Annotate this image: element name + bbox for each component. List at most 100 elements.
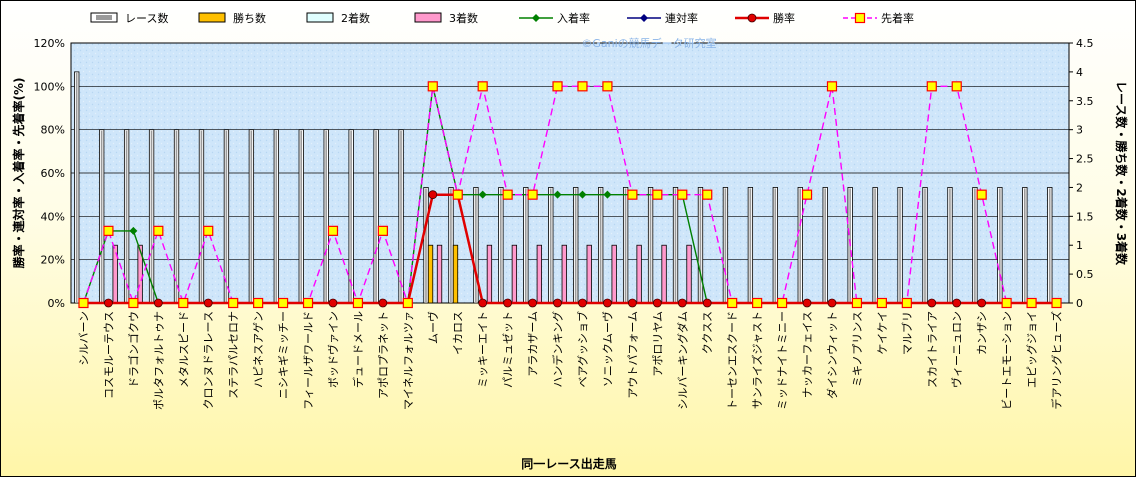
y-axis-left-title: 勝率・連対率・入着率・先着率(%) — [11, 78, 26, 269]
point-先着率 — [502, 189, 513, 200]
point-先着率 — [452, 189, 463, 200]
legend-label: レース数 — [125, 12, 168, 25]
bar-shade — [475, 188, 477, 303]
point-先着率 — [776, 297, 788, 309]
category-label: マルブリ — [900, 311, 914, 355]
bar-shade — [1023, 188, 1026, 303]
point-先着率 — [427, 81, 438, 92]
point-先着率 — [203, 225, 214, 236]
legend-swatch — [414, 12, 442, 23]
bar-shade — [774, 188, 777, 303]
category-label: ニシキギミッチー — [277, 311, 290, 399]
bar-shade — [974, 188, 976, 303]
y-left-tick-label: 0% — [48, 297, 65, 310]
point-先着率 — [78, 297, 89, 309]
y-right-tick-label: 4.5 — [1076, 37, 1094, 50]
bar-shade — [824, 188, 826, 303]
point-先着率 — [277, 297, 289, 309]
bar-3着数 — [686, 244, 692, 304]
category-label: アウトパフォーム — [626, 311, 639, 399]
point-勝率 — [802, 298, 812, 308]
bar-shade — [375, 130, 377, 303]
point-先着率 — [128, 297, 139, 309]
point-入着率 — [478, 190, 487, 199]
bar-3着数 — [536, 244, 542, 304]
category-label: ダイシンウィット — [825, 311, 839, 399]
y-right-tick-label: 1 — [1076, 239, 1083, 252]
legend-item: 2着数 — [306, 11, 370, 25]
point-先着率 — [702, 189, 713, 200]
bar-3着数 — [636, 244, 642, 304]
bar-shade — [674, 188, 677, 303]
point-先着率 — [352, 297, 364, 309]
legend-item: 3着数 — [414, 11, 478, 25]
point-先着率 — [851, 297, 863, 309]
bar-shade — [999, 188, 1001, 303]
point-入着率 — [532, 14, 540, 22]
legend-item: 連対率 — [627, 11, 698, 25]
category-label: デュードメール — [351, 311, 365, 388]
bar-shade — [400, 130, 402, 303]
category-label: ソニックムーヴ — [600, 311, 614, 387]
y-right-tick-label: 4 — [1076, 66, 1083, 79]
point-勝率 — [603, 298, 612, 308]
category-label: パルミュゼット — [502, 311, 515, 388]
category-label: カンザシ — [976, 311, 989, 355]
point-連対率 — [640, 14, 648, 22]
point-先着率 — [477, 81, 488, 92]
point-勝率 — [378, 298, 388, 308]
category-label: スカイトライア — [926, 311, 939, 388]
point-先着率 — [377, 225, 388, 236]
point-先着率 — [976, 189, 987, 200]
category-label: ムーヴ — [426, 311, 440, 344]
legend-label: 2着数 — [341, 11, 370, 25]
category-label: ステラパルセロナ — [227, 311, 240, 399]
point-勝率 — [104, 298, 113, 308]
point-先着率 — [1026, 297, 1037, 309]
category-label: アポロリヤム — [651, 311, 664, 377]
line-markers — [78, 81, 1062, 309]
bar-shade — [325, 130, 327, 303]
y-right-tick-label: 3.5 — [1076, 95, 1094, 108]
category-label: ハピネスアゲン — [252, 311, 265, 388]
bar-3着数 — [436, 244, 443, 304]
category-label: ククスス — [701, 311, 714, 354]
point-先着率 — [627, 189, 638, 200]
bar-shade — [450, 188, 452, 303]
point-先着率 — [228, 297, 239, 309]
point-先着率 — [652, 189, 663, 200]
bar-shade — [275, 130, 278, 303]
bar-3着数 — [661, 244, 667, 304]
bar-shade — [649, 188, 652, 303]
bar-shade — [150, 130, 153, 303]
y-right-tick-label: 0.5 — [1076, 268, 1094, 281]
legend-label: 勝ち数 — [233, 11, 266, 25]
category-label: ビートエモーション — [1001, 311, 1014, 410]
point-勝率 — [503, 298, 513, 308]
category-label: ポルタフォルトゥナ — [152, 311, 165, 410]
point-先着率 — [327, 225, 339, 236]
point-先着率 — [854, 12, 866, 24]
point-先着率 — [103, 225, 114, 236]
point-入着率 — [553, 190, 562, 199]
legend-item: 先着率 — [843, 11, 914, 25]
category-label: アラカザーム — [527, 311, 540, 377]
point-先着率 — [178, 297, 189, 309]
bar-shade — [75, 72, 78, 303]
bar-shade — [175, 130, 178, 303]
bar-shade — [624, 188, 627, 303]
legend: レース数 勝ち数 2着数 3着数 入着率 連対率 勝率 先着率 — [90, 11, 914, 25]
bar-shade — [599, 188, 602, 303]
category-label: ドラゴンゴクウ — [126, 311, 140, 388]
x-axis-title: 同一レース出走馬 — [521, 456, 616, 471]
point-入着率 — [129, 226, 138, 235]
legend-item: 入着率 — [519, 11, 590, 25]
point-勝率 — [952, 298, 962, 308]
category-label: ベアグッショブ — [576, 311, 590, 387]
point-勝率 — [203, 298, 213, 308]
point-先着率 — [527, 189, 538, 200]
category-label: イカロス — [452, 311, 465, 355]
bar-shade — [425, 188, 427, 303]
bar-勝ち数 — [427, 244, 434, 304]
